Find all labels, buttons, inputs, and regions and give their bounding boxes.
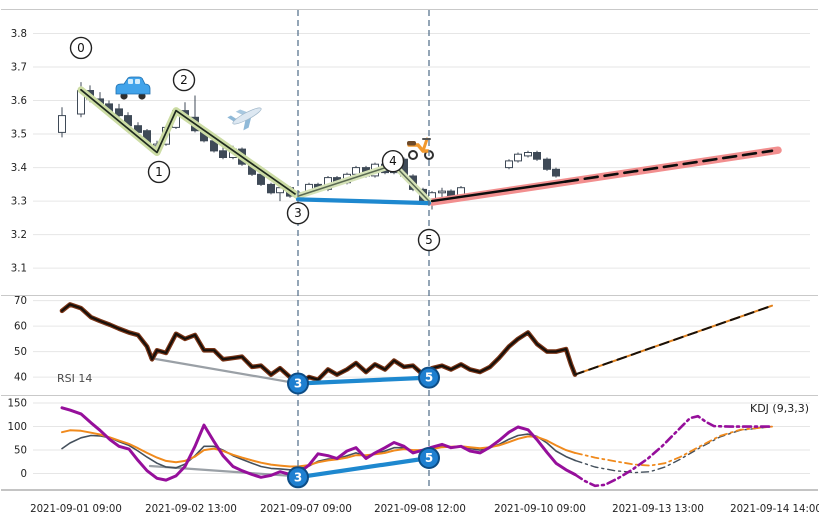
svg-text:3.4: 3.4	[11, 163, 27, 174]
svg-text:0: 0	[21, 469, 27, 480]
svg-text:60: 60	[14, 322, 27, 333]
svg-text:50: 50	[14, 347, 27, 358]
kdj-k-forecast	[574, 425, 773, 474]
svg-text:3: 3	[294, 206, 302, 220]
svg-text:2021-09-08 12:00: 2021-09-08 12:00	[374, 504, 466, 515]
wave-marker-rsi-5[interactable]: 5	[418, 366, 440, 389]
x-axis-labels: 2021-09-01 09:00 2021-09-02 13:00 2021-09-…	[30, 504, 819, 515]
svg-text:5: 5	[425, 451, 433, 465]
wave-marker-rsi-3[interactable]: 3	[287, 372, 309, 395]
wave-marker-price-2[interactable]: 2	[172, 68, 196, 92]
wave-marker-kdj-5[interactable]: 5	[418, 447, 440, 469]
svg-text:3.7: 3.7	[11, 63, 27, 74]
svg-text:5: 5	[425, 233, 433, 247]
wave-line-0-3	[80, 88, 299, 197]
rsi-trendline	[148, 356, 300, 385]
svg-text:4: 4	[389, 154, 397, 168]
svg-text:3.3: 3.3	[11, 197, 27, 208]
svg-text:3.8: 3.8	[11, 29, 27, 40]
svg-text:1: 1	[155, 165, 163, 179]
svg-text:3.6: 3.6	[11, 96, 27, 107]
svg-text:2021-09-07 09:00: 2021-09-07 09:00	[260, 504, 352, 515]
svg-text:2021-09-13 13:00: 2021-09-13 13:00	[612, 504, 704, 515]
panel-price	[58, 76, 782, 210]
svg-text:2: 2	[180, 73, 188, 87]
wave-marker-kdj-3[interactable]: 3	[287, 466, 309, 489]
panel-rsi	[59, 302, 773, 386]
rsi-line	[60, 303, 577, 385]
kdj-j-forecast	[573, 414, 774, 488]
wave-marker-price-4[interactable]: 4	[381, 149, 405, 173]
wave-marker-price-1[interactable]: 1	[147, 160, 171, 184]
svg-text:100: 100	[8, 422, 27, 433]
rsi-forecast-dash	[574, 304, 773, 376]
svg-text:0: 0	[77, 41, 85, 55]
wave-marker-price-5[interactable]: 5	[417, 228, 441, 252]
svg-text:3: 3	[294, 377, 302, 391]
wave-marker-price-3[interactable]: 3	[286, 201, 310, 225]
plane-icon	[227, 107, 262, 131]
panel-kdj	[60, 406, 774, 488]
svg-text:40: 40	[14, 373, 27, 384]
svg-text:2021-09-01 09:00: 2021-09-01 09:00	[30, 504, 122, 515]
svg-text:2021-09-02 13:00: 2021-09-02 13:00	[145, 504, 237, 515]
svg-text:3: 3	[294, 470, 302, 484]
svg-text:3.2: 3.2	[11, 230, 27, 241]
support-line-3-5	[295, 197, 432, 206]
svg-text:150: 150	[8, 399, 27, 410]
svg-text:50: 50	[14, 446, 27, 457]
car-icon	[115, 76, 151, 100]
scooter-icon	[407, 137, 434, 160]
svg-text:2021-09-10 09:00: 2021-09-10 09:00	[494, 504, 586, 515]
kdj-j-line	[60, 406, 577, 482]
rsi-support-line	[295, 375, 432, 386]
kdj-support-line	[295, 455, 432, 480]
svg-text:3.5: 3.5	[11, 130, 27, 141]
trend-line-dashed	[563, 149, 774, 183]
trend-line-solid	[430, 180, 567, 203]
wave-marker-price-0[interactable]: 0	[69, 36, 93, 60]
svg-text:3.1: 3.1	[11, 264, 27, 275]
svg-text:2021-09-14 14:00: 2021-09-14 14:00	[730, 504, 819, 515]
svg-text:70: 70	[14, 296, 27, 307]
kdj-d-forecast	[574, 425, 773, 467]
svg-text:5: 5	[425, 371, 433, 385]
